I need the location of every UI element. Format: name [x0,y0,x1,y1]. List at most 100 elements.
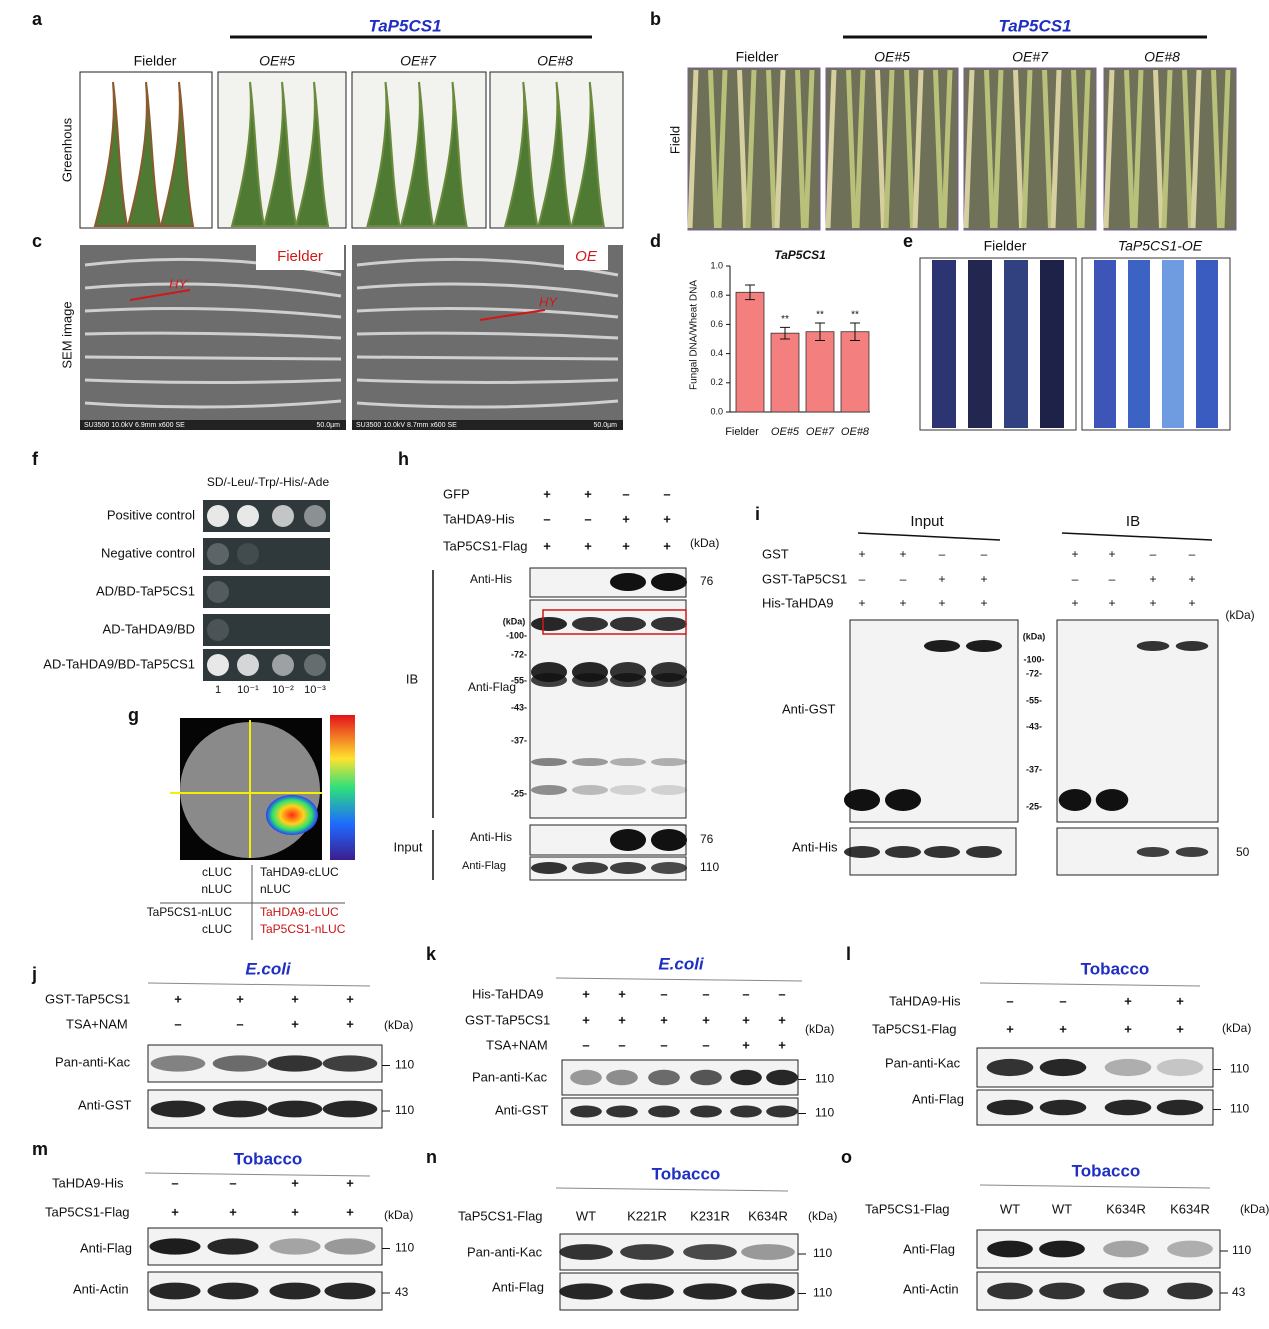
x-tick-label: OE#5 [771,426,800,438]
stem [941,69,953,229]
stem [766,69,777,229]
arrow [129,289,191,301]
stem [687,69,699,229]
hy-label: HY [169,276,188,291]
condition-sign: + [1188,572,1195,586]
condition-sign: + [291,1016,299,1031]
stem [963,69,975,229]
stem [883,69,895,229]
condition-sign: + [346,1016,354,1031]
size-label: 110 [815,1106,834,1120]
leaf-strip [1162,260,1184,428]
condition-sign: + [1071,547,1078,561]
column-label: Fielder [134,53,177,69]
rule [147,982,371,987]
panel-letter: n [426,1147,437,1167]
panel-letter: h [398,449,409,469]
row-label: Positive control [107,507,195,522]
legend-text: nLUC [201,882,232,896]
leaf [93,81,129,227]
tag-box [256,245,344,270]
row-label: SEM image [59,301,74,368]
significance: ** [781,314,789,325]
condition-sign: + [171,1204,179,1219]
blot-label: Pan-anti-Kac [885,1055,961,1070]
ladder-label: -55- [1026,695,1042,705]
band [530,673,568,687]
leaf [433,81,468,227]
column-label: Fielder [736,49,779,65]
band [683,1244,737,1260]
blot [976,1229,1221,1269]
band [322,1100,378,1118]
condition-label: TaP5CS1-Flag [872,1021,957,1036]
band [1104,1099,1152,1116]
condition-label: GFP [443,486,470,501]
condition-sign: – [1006,993,1013,1008]
leaf [126,81,162,227]
stem [1182,69,1193,229]
band [1103,1282,1149,1300]
ladder-label: -43- [511,702,527,712]
band [843,789,881,811]
dilution-label: 10⁻² [272,684,294,696]
blot-label: Anti-Actin [903,1281,959,1296]
blot-label: Anti-His [792,839,838,854]
band [965,846,1003,858]
bar [735,291,765,413]
band [207,1282,259,1300]
band [884,846,922,858]
rule [555,1187,789,1192]
rule [857,532,1001,541]
band [1175,847,1209,857]
legend-text: cLUC [202,865,232,879]
condition-label: TaP5CS1-Flag [865,1201,950,1216]
condition-sign: – [584,511,591,526]
leaf-strip [1128,260,1150,428]
condition-sign: + [899,547,906,561]
condition-sign: – [174,1016,181,1031]
hypha [356,399,619,409]
blot-label: Anti-Flag [462,860,506,872]
x-tick-label: Fielder [725,426,759,438]
hypha [84,378,342,384]
panel-letter: j [31,964,37,984]
panel-letter: d [650,231,661,251]
condition-label: TaHDA9-His [52,1175,124,1190]
condition-sign: + [174,991,182,1006]
condition-label: His-TaHDA9 [472,986,544,1001]
band [683,1283,737,1300]
condition-sign: + [1188,596,1195,610]
panel-letter: g [128,705,139,725]
condition-sign: + [584,486,592,501]
condition-sign: + [622,538,630,553]
hypha [356,331,619,340]
stem [1219,69,1231,229]
condition-sign: + [858,596,865,610]
condition-sign: + [291,1204,299,1219]
bar [840,331,870,413]
band [149,1238,201,1255]
condition-sign: + [938,572,945,586]
blot-label: Anti-Flag [912,1091,964,1106]
stem [745,69,757,229]
condition-label: TSA+NAM [486,1037,548,1052]
error-bar [780,326,790,340]
band [207,1238,259,1255]
blot-label: Anti-His [470,572,512,586]
condition-sign: – [543,511,550,526]
condition-sign: – [582,1037,589,1052]
leaf [570,81,605,227]
blot-label: Anti-His [470,830,512,844]
condition-sign: – [229,1175,236,1190]
panel-letter: l [846,944,851,964]
band [267,1100,323,1118]
group-label: Input [394,839,423,854]
blot [529,599,687,819]
condition-sign: – [1150,547,1157,561]
band [741,1244,795,1260]
condition-sign: – [939,547,946,561]
leaf [294,81,330,227]
blot-label: Anti-Actin [73,1281,129,1296]
unit: (kDa) [808,1209,837,1223]
